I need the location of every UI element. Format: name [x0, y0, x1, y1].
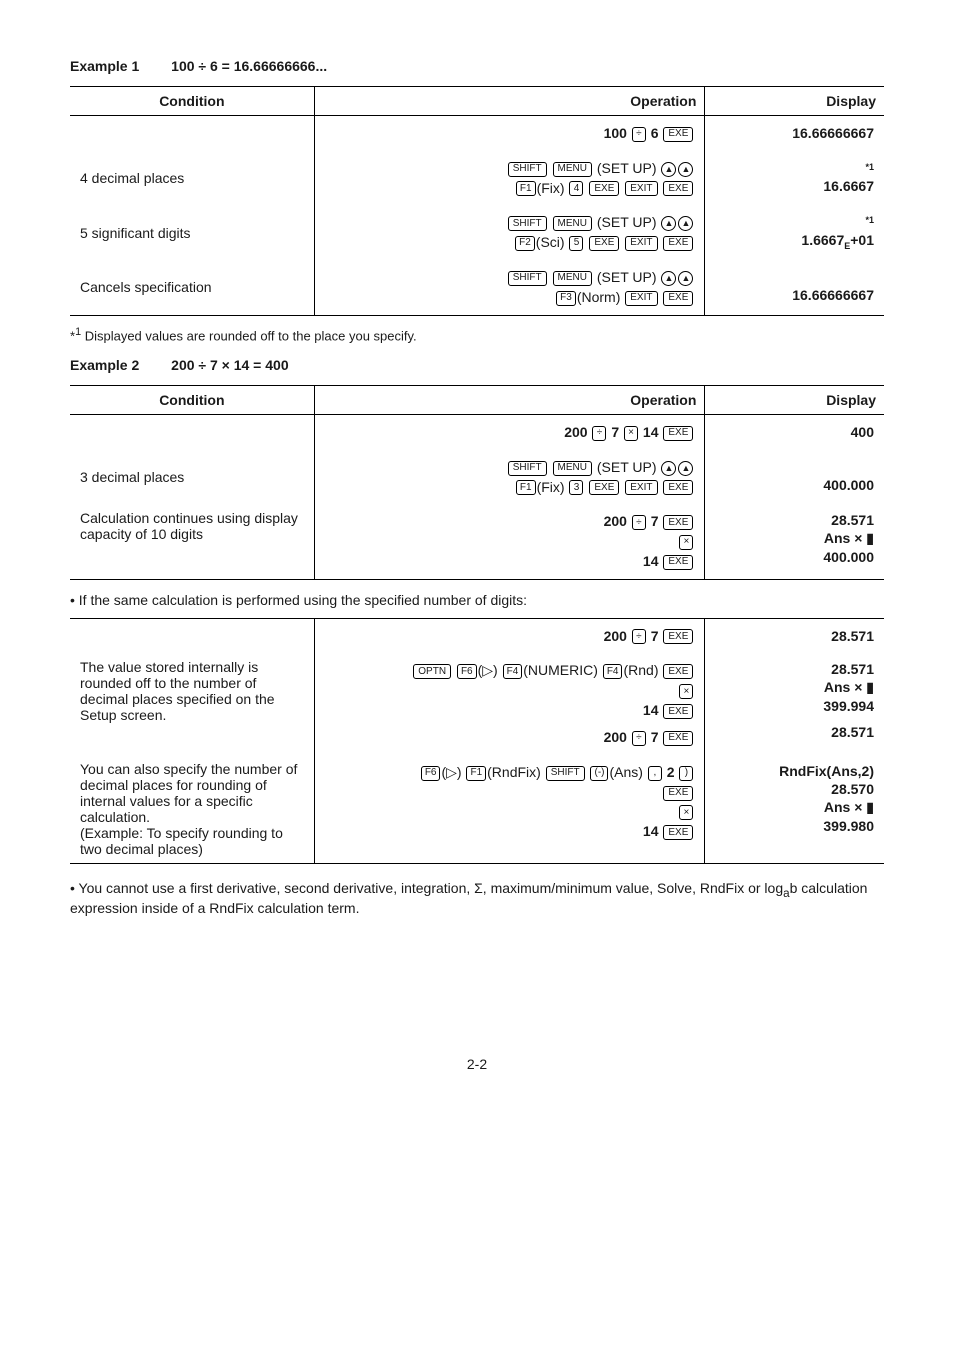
op-cell: 14 EXE: [325, 553, 695, 570]
op-cell: ×: [325, 682, 695, 699]
table-row: The value stored internally is rounded o…: [70, 653, 884, 754]
example1-expr: 100 ÷ 6 = 16.66666666...: [171, 58, 327, 74]
op-cell: F1(Fix) 3 EXE EXIT EXE: [325, 479, 695, 496]
th-display: Display: [705, 385, 884, 414]
page-number: 2-2: [70, 1056, 884, 1072]
disp-cell: 28.571: [715, 724, 874, 740]
disp-cell: Ans × ▮: [715, 679, 874, 696]
op-cell: SHIFT MENU (SET UP) ▲▲: [325, 160, 695, 177]
table-row: Calculation continues using display capa…: [70, 504, 884, 579]
disp-cell: 400: [715, 424, 874, 440]
example2-table: Condition Operation Display 200 ÷ 7 × 14…: [70, 385, 884, 580]
disp-cell: 400.000: [715, 549, 874, 565]
table-row: 3 decimal places SHIFT MENU (SET UP) ▲▲ …: [70, 450, 884, 505]
example2-heading: Example 2 200 ÷ 7 × 14 = 400: [70, 357, 884, 373]
table-row: 4 decimal places SHIFT MENU (SET UP) ▲▲ …: [70, 151, 884, 206]
op-cell: ×: [325, 533, 695, 550]
disp-cell: 16.66666667: [715, 271, 874, 303]
table-row: 100 ÷ 6 EXE 16.66666667: [70, 116, 884, 151]
disp-cell: 28.571: [715, 628, 874, 644]
example2b-table: 200 ÷ 7 EXE 28.571 The value stored inte…: [70, 618, 884, 864]
op-cell: SHIFT MENU (SET UP) ▲▲: [325, 459, 695, 476]
op-cell: F3(Norm) EXIT EXE: [325, 289, 695, 306]
disp-cell: 28.570: [715, 781, 874, 797]
disp-cell: Ans × ▮: [715, 799, 874, 816]
op-cell: 200 ÷ 7 EXE: [325, 513, 695, 530]
example1-heading: Example 1 100 ÷ 6 = 16.66666666...: [70, 58, 884, 74]
table-row: 200 ÷ 7 × 14 EXE 400: [70, 414, 884, 449]
op-cell: ×: [325, 804, 695, 821]
op-cell: 100 ÷ 6 EXE: [325, 125, 695, 142]
disp-cell: 28.571: [715, 661, 874, 677]
table-row: 5 significant digits SHIFT MENU (SET UP)…: [70, 205, 884, 260]
op-cell: F1(Fix) 4 EXE EXIT EXE: [325, 180, 695, 197]
table-row: You can also specify the number of decim…: [70, 755, 884, 864]
example1-label: Example 1: [70, 58, 139, 74]
op-cell: 200 ÷ 7 × 14 EXE: [325, 424, 695, 441]
op-cell: SHIFT MENU (SET UP) ▲▲: [325, 214, 695, 231]
disp-cell: RndFix(Ans,2): [715, 763, 874, 779]
cond-cell: Cancels specification: [70, 260, 314, 315]
disp-cell: 399.994: [715, 698, 874, 714]
footer-note: • You cannot use a first derivative, sec…: [70, 880, 884, 916]
cond-cell: You can also specify the number of decim…: [70, 755, 314, 864]
cond-cell: Calculation continues using display capa…: [70, 504, 314, 579]
footnote-1: *1 Displayed values are rounded off to t…: [70, 326, 884, 343]
op-cell: 14 EXE: [325, 823, 695, 840]
disp-cell: 399.980: [715, 818, 874, 834]
op-cell: F2(Sci) 5 EXE EXIT EXE: [325, 234, 695, 251]
op-cell: OPTN F6(▷) F4(NUMERIC) F4(Rnd) EXE: [325, 662, 695, 679]
op-cell: 14 EXE: [325, 702, 695, 719]
op-cell: SHIFT MENU (SET UP) ▲▲: [325, 269, 695, 286]
disp-cell: *116.6667: [715, 162, 874, 195]
example1-table: Condition Operation Display 100 ÷ 6 EXE …: [70, 86, 884, 316]
th-condition: Condition: [70, 87, 314, 116]
op-cell: 200 ÷ 7 EXE: [325, 729, 695, 746]
table-row: Cancels specification SHIFT MENU (SET UP…: [70, 260, 884, 315]
disp-cell: 400.000: [715, 461, 874, 493]
op-cell: 200 ÷ 7 EXE: [325, 628, 695, 645]
cond-cell: 3 decimal places: [70, 450, 314, 505]
th-display: Display: [705, 87, 884, 116]
table-row: 200 ÷ 7 EXE 28.571: [70, 618, 884, 653]
cond-cell: 4 decimal places: [70, 151, 314, 206]
bullet-same-calc: • If the same calculation is performed u…: [70, 592, 884, 608]
disp-cell: Ans × ▮: [715, 530, 874, 547]
disp-cell: 16.66666667: [715, 125, 874, 141]
th-operation: Operation: [314, 87, 705, 116]
cond-cell: 5 significant digits: [70, 205, 314, 260]
th-operation: Operation: [314, 385, 705, 414]
example2-label: Example 2: [70, 357, 139, 373]
op-cell: F6(▷) F1(RndFix) SHIFT (-)(Ans) , 2 ): [325, 764, 695, 781]
example2-expr: 200 ÷ 7 × 14 = 400: [171, 357, 288, 373]
op-cell: EXE: [325, 784, 695, 801]
th-condition: Condition: [70, 385, 314, 414]
cond-cell: The value stored internally is rounded o…: [70, 653, 314, 754]
disp-cell: *11.6667E+01: [715, 215, 874, 250]
disp-cell: 28.571: [715, 512, 874, 528]
